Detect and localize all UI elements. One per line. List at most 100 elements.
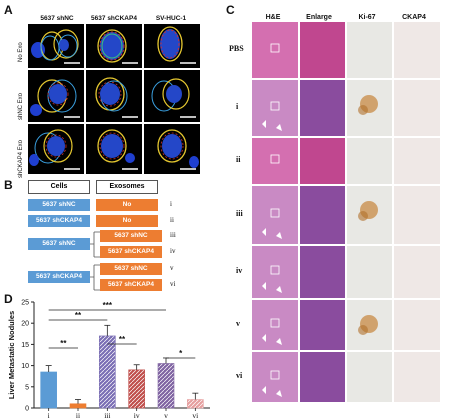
panel-c-col-header: H&E xyxy=(265,14,281,21)
panel-a-row-header: shCKAP4 Exo xyxy=(18,139,24,178)
ckap4-image xyxy=(394,186,440,244)
bar xyxy=(99,335,116,409)
enlarge-image xyxy=(300,300,345,350)
group-label: i xyxy=(170,200,172,208)
panel-label-b: B xyxy=(4,178,13,192)
bar xyxy=(187,399,204,409)
panel-a-col-header: SV-HUC-1 xyxy=(155,15,187,22)
panel-c-row-label: vi xyxy=(236,371,243,380)
he-image xyxy=(252,300,298,350)
cells-header: Cells xyxy=(28,180,90,194)
y-tick-label: 10 xyxy=(21,363,29,370)
panel-label-a: A xyxy=(4,3,13,17)
x-tick-label: i xyxy=(48,411,50,420)
x-tick-label: v xyxy=(164,411,168,420)
panel-c-row-label: iv xyxy=(236,266,243,275)
exo-box: 5637 shNC xyxy=(100,263,162,275)
panel-a-col-header: 5637 shNC xyxy=(40,15,74,22)
microscopy-image xyxy=(28,24,84,68)
panel-a-row-header: No Exo xyxy=(18,42,24,62)
he-image xyxy=(252,22,298,78)
he-image xyxy=(252,186,298,244)
significance-label: ** xyxy=(60,339,67,348)
ki67-image xyxy=(347,22,392,78)
bracket-line xyxy=(90,231,100,258)
microscopy-image xyxy=(86,70,142,122)
exo-box: No xyxy=(96,215,158,227)
microscopy-image xyxy=(144,24,200,68)
ckap4-image xyxy=(394,246,440,298)
enlarge-image xyxy=(300,138,345,184)
ckap4-image xyxy=(394,80,440,136)
cell-box: 5637 shCKAP4 xyxy=(28,271,90,283)
ki67-image xyxy=(347,138,392,184)
microscopy-image xyxy=(86,124,142,174)
y-axis-label: Liver Metastatic Nodules xyxy=(7,311,16,399)
enlarge-image xyxy=(300,22,345,78)
ki67-image xyxy=(347,186,392,244)
bar xyxy=(128,369,145,409)
microscopy-image xyxy=(144,124,200,174)
he-image xyxy=(252,80,298,136)
enlarge-image xyxy=(300,80,345,136)
bracket-line xyxy=(90,264,100,291)
microscopy-image xyxy=(86,24,142,68)
he-image xyxy=(252,246,298,298)
microscopy-image xyxy=(28,124,84,174)
enlarge-image xyxy=(300,246,345,298)
cell-box: 5637 shNC xyxy=(28,199,90,211)
x-tick-label: ii xyxy=(76,411,80,420)
enlarge-image xyxy=(300,186,345,244)
exosomes-header: Exosomes xyxy=(96,180,158,194)
bar xyxy=(40,371,57,409)
exo-box: 5637 shNC xyxy=(100,230,162,242)
he-image xyxy=(252,138,298,184)
exo-box: 5637 shCKAP4 xyxy=(100,279,162,291)
ki67-image xyxy=(347,300,392,350)
y-tick-label: 20 xyxy=(21,321,29,328)
panel-c-col-header: CKAP4 xyxy=(402,14,426,21)
panel-c-row-label: ii xyxy=(236,155,241,164)
panel-a-row-header: shNC Exo xyxy=(18,92,24,120)
panel-c-col-header: Enlarge xyxy=(306,14,332,21)
x-tick-label: iii xyxy=(104,411,110,420)
significance-label: ** xyxy=(119,335,126,344)
y-tick-label: 15 xyxy=(21,342,29,349)
cell-box: 5637 shCKAP4 xyxy=(28,215,90,227)
panel-label-d: D xyxy=(4,292,13,306)
ckap4-image xyxy=(394,300,440,350)
group-label: vi xyxy=(170,280,176,288)
panel-c-col-header: Ki-67 xyxy=(358,14,376,21)
ckap4-image xyxy=(394,352,440,402)
panel-c-row-label: i xyxy=(236,102,239,111)
cell-box: 5637 shNC xyxy=(28,238,90,250)
y-tick-label: 5 xyxy=(25,384,29,391)
group-label: iv xyxy=(170,247,176,255)
microscopy-image xyxy=(28,70,84,122)
y-tick-label: 0 xyxy=(25,406,29,413)
x-tick-label: vi xyxy=(192,411,198,420)
ckap4-image xyxy=(394,138,440,184)
panel-c-row-label: PBS xyxy=(229,44,244,53)
exo-box: No xyxy=(96,199,158,211)
ki67-image xyxy=(347,352,392,402)
enlarge-image xyxy=(300,352,345,402)
ki67-image xyxy=(347,246,392,298)
group-label: iii xyxy=(170,231,176,239)
panel-a-col-header: 5637 shCKAP4 xyxy=(91,15,137,22)
x-tick-label: iv xyxy=(134,411,140,420)
group-label: ii xyxy=(170,216,174,224)
y-tick-label: 25 xyxy=(21,300,29,307)
significance-label: *** xyxy=(103,301,113,310)
ki67-image xyxy=(347,80,392,136)
significance-label: * xyxy=(179,349,183,358)
bar xyxy=(157,363,175,409)
panel-label-c: C xyxy=(226,3,235,17)
microscopy-image xyxy=(144,70,200,122)
ckap4-image xyxy=(394,22,440,78)
group-label: v xyxy=(170,264,174,272)
panel-c-row-label: iii xyxy=(236,209,243,218)
he-image xyxy=(252,352,298,402)
bar xyxy=(69,403,87,409)
